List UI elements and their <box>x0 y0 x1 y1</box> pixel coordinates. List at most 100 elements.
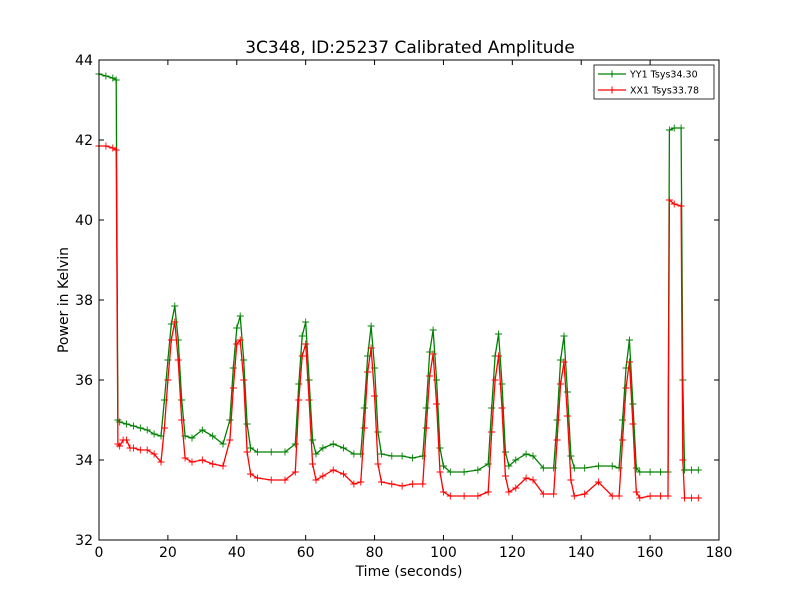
data-point <box>560 332 568 340</box>
data-point <box>677 124 685 132</box>
data-point <box>594 478 602 486</box>
y-tick-label: 42 <box>75 133 93 149</box>
data-point <box>312 450 320 458</box>
data-point <box>550 464 558 472</box>
data-point <box>419 480 427 488</box>
data-point <box>687 466 695 474</box>
data-point <box>422 404 430 412</box>
x-tick-label: 80 <box>366 545 384 561</box>
data-point <box>505 462 513 470</box>
data-point <box>563 388 571 396</box>
data-point <box>670 124 678 132</box>
data-point <box>319 444 327 452</box>
data-point <box>408 480 416 488</box>
data-point <box>291 468 299 476</box>
data-point <box>529 476 537 484</box>
data-point <box>157 458 165 466</box>
legend-label-1: YY1 Tsys34.30 <box>629 70 698 81</box>
data-point <box>512 456 520 464</box>
data-point <box>625 358 633 366</box>
data-point <box>360 404 368 412</box>
data-point <box>298 352 306 360</box>
series-2 <box>95 142 702 502</box>
data-point <box>377 450 385 458</box>
data-point <box>102 142 110 150</box>
data-point <box>687 494 695 502</box>
data-point <box>615 492 623 500</box>
data-point <box>171 302 179 310</box>
data-point <box>501 472 509 480</box>
data-point <box>529 452 537 460</box>
data-point <box>367 322 375 330</box>
x-tick-label: 60 <box>297 545 315 561</box>
data-point <box>209 460 217 468</box>
data-point <box>102 72 110 80</box>
data-point <box>636 468 644 476</box>
x-tick-label: 20 <box>159 545 177 561</box>
data-point <box>243 448 251 456</box>
data-point <box>312 476 320 484</box>
data-point <box>664 492 672 500</box>
data-point <box>567 476 575 484</box>
data-point <box>567 452 575 460</box>
data-point <box>550 490 558 498</box>
data-point <box>539 464 547 472</box>
data-point <box>501 448 509 456</box>
data-point <box>302 318 310 326</box>
data-point <box>446 468 454 476</box>
data-point <box>253 474 261 482</box>
data-point <box>164 376 172 384</box>
legend-label-2: XX1 Tsys33.78 <box>630 86 699 97</box>
data-point <box>181 454 189 462</box>
data-point <box>656 468 664 476</box>
data-point <box>426 372 434 380</box>
data-point <box>198 456 206 464</box>
data-point <box>123 436 131 444</box>
data-point <box>329 440 337 448</box>
data-point <box>350 480 358 488</box>
data-point <box>291 440 299 448</box>
x-tick-label: 120 <box>499 545 526 561</box>
data-point <box>636 494 644 502</box>
x-tick-label: 160 <box>637 545 664 561</box>
data-point <box>622 384 630 392</box>
data-point <box>229 364 237 372</box>
data-point <box>281 476 289 484</box>
data-point <box>174 356 182 364</box>
data-point <box>247 444 255 452</box>
data-point <box>340 470 348 478</box>
data-point <box>539 490 547 498</box>
data-point <box>150 450 158 458</box>
data-point <box>398 452 406 460</box>
data-point <box>460 468 468 476</box>
data-point <box>446 492 454 500</box>
data-point <box>305 376 313 384</box>
y-axis-label: Power in Kelvin <box>56 247 72 353</box>
data-point <box>522 474 530 482</box>
data-point <box>433 376 441 384</box>
data-point <box>665 196 673 204</box>
data-point <box>474 492 482 500</box>
data-point <box>136 424 144 432</box>
data-point <box>374 460 382 468</box>
legend-box <box>593 64 715 100</box>
data-point <box>236 312 244 320</box>
data-point <box>505 488 513 496</box>
y-tick-label: 36 <box>75 373 93 389</box>
axis-ticks: 0 20 40 60 80 100 120 140 160 180 32 34 36 38 40 42 44 <box>75 53 732 561</box>
data-point <box>340 444 348 452</box>
data-point <box>429 326 437 334</box>
x-tick-label: 140 <box>568 545 595 561</box>
data-point <box>243 420 251 428</box>
data-point <box>143 446 151 454</box>
data-point <box>371 392 379 400</box>
data-point <box>553 436 561 444</box>
y-tick-label: 40 <box>75 213 93 229</box>
data-point <box>488 404 496 412</box>
data-point <box>646 468 654 476</box>
data-point <box>388 452 396 460</box>
data-point <box>656 492 664 500</box>
data-point <box>229 384 237 392</box>
data-point <box>484 488 492 496</box>
